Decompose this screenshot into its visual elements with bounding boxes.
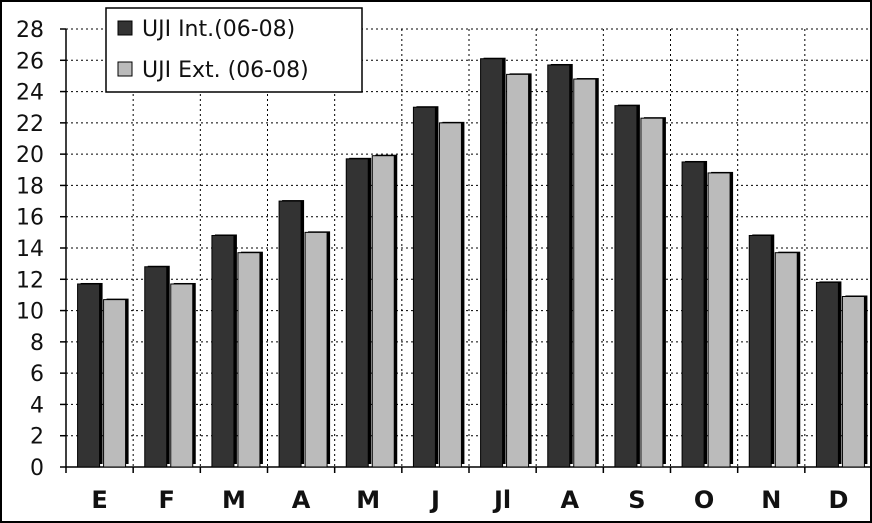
x-tick-label: S — [628, 486, 645, 514]
y-tick-label: 0 — [30, 456, 44, 481]
bars — [77, 57, 868, 468]
x-tick-label: M — [222, 486, 246, 514]
bar — [681, 161, 705, 468]
grid — [66, 28, 872, 467]
x-tick-label: M — [356, 486, 380, 514]
legend-swatch-ext — [117, 61, 133, 77]
y-tick-label: 28 — [16, 18, 44, 43]
y-tick-label: 12 — [16, 268, 44, 293]
bar — [103, 299, 127, 468]
bar — [278, 200, 302, 468]
y-tick-label: 14 — [16, 237, 44, 262]
bar — [144, 266, 168, 468]
bar — [547, 64, 571, 468]
bar — [438, 122, 462, 468]
bar — [573, 78, 597, 468]
bar — [77, 283, 101, 468]
y-tick-label: 16 — [16, 206, 44, 231]
y-tick-label: 4 — [30, 393, 44, 418]
y-tick-label: 20 — [16, 143, 44, 168]
x-tick-label: D — [828, 486, 848, 514]
y-tick-label: 24 — [16, 81, 44, 106]
y-tick-label: 18 — [16, 174, 44, 199]
x-tick-label: A — [292, 486, 311, 514]
bar — [170, 283, 194, 468]
y-tick-label: 26 — [16, 49, 44, 74]
bar — [412, 106, 436, 468]
x-tick-labels: E F M A M J Jl A S O N D — [91, 486, 848, 514]
y-tick-label: 6 — [30, 362, 44, 387]
bar — [506, 73, 530, 468]
x-tick-label: A — [560, 486, 579, 514]
legend-label-int: UJI Int.(06-08) — [142, 17, 295, 42]
bar — [614, 105, 638, 468]
bar — [748, 234, 772, 468]
bar — [707, 172, 731, 468]
x-tick-label: O — [694, 486, 714, 514]
y-tick-label: 8 — [30, 331, 44, 356]
bar — [480, 58, 504, 468]
bar — [640, 117, 664, 468]
bar — [345, 158, 369, 468]
y-tick-label: 22 — [16, 112, 44, 137]
legend-swatch-int — [117, 20, 133, 36]
x-tick-label: J — [429, 486, 440, 514]
y-tick-label: 2 — [30, 425, 44, 450]
x-tick-label: N — [761, 486, 781, 514]
bar — [841, 295, 865, 468]
bar — [237, 252, 261, 468]
y-tick-label: 10 — [16, 300, 44, 325]
bar — [211, 234, 235, 468]
bar — [371, 155, 395, 468]
bar — [304, 231, 328, 468]
bar — [774, 252, 798, 468]
x-tick-label: Jl — [492, 486, 511, 514]
bar — [815, 281, 839, 468]
legend-label-ext: UJI Ext. (06-08) — [142, 58, 309, 83]
x-tick-label: E — [91, 486, 107, 514]
x-tick-label: F — [159, 486, 175, 514]
legend: UJI Int.(06-08) UJI Ext. (06-08) — [105, 7, 363, 93]
legend-box — [105, 7, 363, 93]
